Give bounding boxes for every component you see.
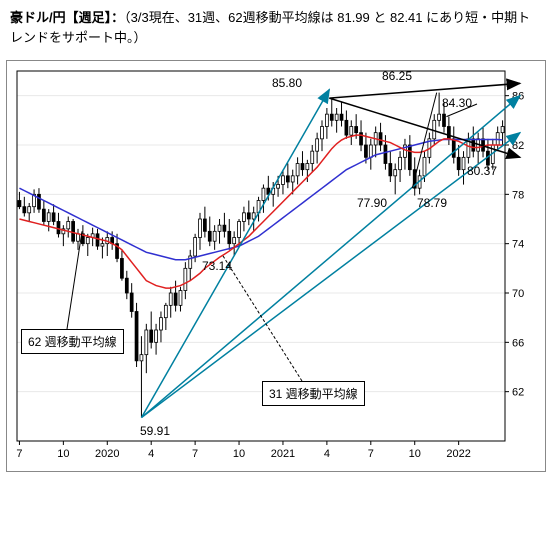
svg-text:10: 10: [233, 448, 245, 460]
candlestick-chart: 6266707478828671020204710202147102022: [7, 61, 545, 471]
ma62-label-box: 62 週移動平均線: [21, 329, 124, 354]
price-label-85-80: 85.80: [272, 76, 302, 90]
svg-text:10: 10: [57, 448, 69, 460]
svg-text:2021: 2021: [271, 448, 295, 460]
svg-text:70: 70: [512, 288, 524, 300]
svg-text:74: 74: [512, 239, 524, 251]
price-label-80-37: 80.37: [467, 164, 497, 178]
price-label-59-91: 59.91: [140, 424, 170, 438]
svg-text:66: 66: [512, 337, 524, 349]
price-label-84-30: 84.30: [442, 96, 472, 110]
svg-text:2022: 2022: [446, 448, 470, 460]
svg-text:82: 82: [512, 140, 524, 152]
svg-text:4: 4: [148, 448, 154, 460]
price-label-78-79: 78.79: [417, 196, 447, 210]
svg-text:10: 10: [409, 448, 421, 460]
chart-symbol-title: 豪ドル/円【週足】：: [10, 10, 124, 25]
svg-text:7: 7: [368, 448, 374, 460]
chart-container: 豪ドル/円【週足】：（3/3現在、31週、62週移動平均線は 81.99 と 8…: [0, 0, 550, 550]
chart-wrapper: 6266707478828671020204710202147102022 62…: [6, 60, 546, 472]
price-label-73-14: 73.14: [202, 259, 232, 273]
svg-text:62: 62: [512, 387, 524, 399]
price-label-86-25: 86.25: [382, 69, 412, 83]
svg-text:7: 7: [192, 448, 198, 460]
ma31-label-box: 31 週移動平均線: [262, 381, 365, 406]
svg-text:7: 7: [16, 448, 22, 460]
price-label-77-90: 77.90: [357, 196, 387, 210]
svg-text:4: 4: [324, 448, 330, 460]
svg-text:2020: 2020: [95, 448, 119, 460]
title-area: 豪ドル/円【週足】：（3/3現在、31週、62週移動平均線は 81.99 と 8…: [0, 0, 550, 51]
svg-text:78: 78: [512, 189, 524, 201]
